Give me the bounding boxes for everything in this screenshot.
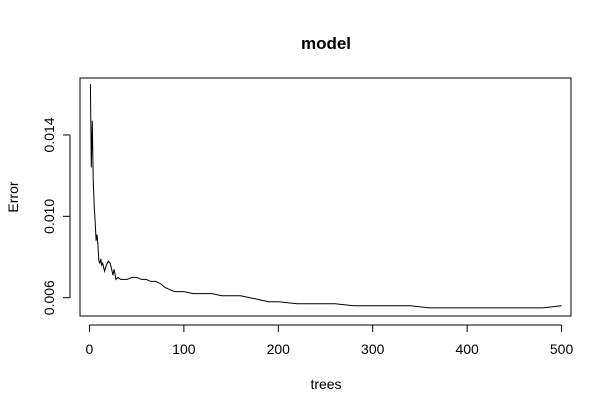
y-tick-label: 0.014 <box>41 117 57 152</box>
y-tick-label: 0.010 <box>41 199 57 234</box>
x-tick-label: 100 <box>172 341 196 357</box>
y-tick-label: 0.006 <box>41 280 57 315</box>
x-tick-label: 0 <box>86 341 94 357</box>
x-axis-label: trees <box>310 376 341 392</box>
x-axis: 0 100 200 300 400 500 <box>86 324 574 357</box>
x-tick-label: 300 <box>361 341 385 357</box>
x-tick-label: 200 <box>267 341 291 357</box>
series-line-error <box>89 84 562 309</box>
y-axis-label: Error <box>5 181 21 212</box>
x-tick-label: 500 <box>550 341 574 357</box>
plot-frame <box>79 77 572 317</box>
x-tick-label: 400 <box>455 341 479 357</box>
chart-title: model <box>301 34 351 53</box>
y-axis: 0.006 0.010 0.014 <box>41 117 71 315</box>
